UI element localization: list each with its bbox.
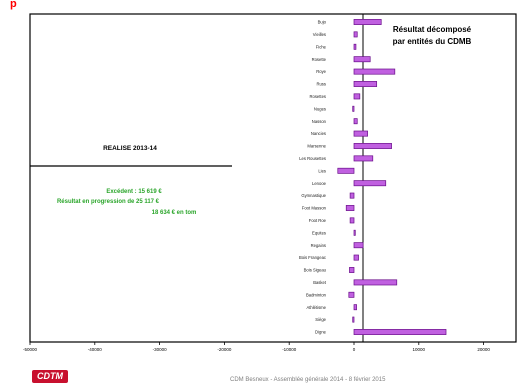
bar-24 [352, 316, 355, 323]
category-label-13: Lenooe [312, 181, 327, 186]
category-label-8: Nasson [312, 119, 327, 124]
bar-1 [353, 31, 358, 38]
category-label-9: Nancies [311, 131, 326, 136]
x-tick-label-0: -50000 [23, 347, 38, 352]
panel-title: REALISE 2013-14 [103, 145, 157, 152]
x-tick-label-4: -10000 [282, 347, 297, 352]
chart-title-line-1: Résultat décomposé [393, 25, 472, 34]
plot-frame [29, 13, 517, 343]
x-tick-label-1: -40000 [88, 347, 103, 352]
bar-15 [345, 205, 355, 211]
bar-2 [353, 43, 357, 50]
x-tick-label-6: 10000 [413, 347, 426, 352]
bars-group [337, 19, 447, 335]
page-mark: p [10, 0, 17, 10]
bar-12 [337, 167, 355, 174]
footer-text: CDM Besneux - Assemblée générale 2014 - … [230, 377, 386, 383]
category-labels-group: Bujo Vieilles Fiche Rosette Roye Russ Rosettes… [299, 20, 327, 335]
bar-9 [353, 130, 368, 137]
category-label-4: Roye [316, 69, 326, 74]
bar-13 [353, 180, 387, 187]
bar-16 [349, 217, 355, 224]
bar-22 [348, 291, 355, 298]
category-label-12: Lies [318, 168, 326, 173]
x-axis-ticks-group: -50000 -40000 -30000 -20000 -10000 0 10000 2000… [23, 342, 490, 352]
category-label-24: Siège [315, 317, 326, 322]
bar-14 [349, 192, 355, 199]
category-label-21: Basket [313, 280, 327, 285]
category-label-0: Bujo [318, 20, 327, 25]
x-tick-label-3: -20000 [217, 347, 232, 352]
bar-23 [353, 304, 357, 311]
bar-5 [353, 81, 378, 87]
bar-3 [353, 56, 371, 63]
bar-17 [353, 229, 356, 236]
category-label-19: Bois Frangeac [299, 255, 326, 260]
x-tick-label-2: -30000 [153, 347, 168, 352]
category-label-3: Rosette [312, 57, 327, 62]
bar-0 [353, 19, 382, 25]
bar-7 [352, 105, 355, 112]
category-label-20: Bois Sigeau [304, 268, 327, 273]
category-label-1: Vieilles [313, 32, 326, 37]
category-label-17: Equites [312, 230, 326, 235]
category-label-22: Badminton [306, 292, 327, 297]
category-label-14: Gymnastique [301, 193, 326, 198]
bar-25 [353, 329, 447, 335]
category-label-5: Russ [316, 82, 326, 87]
bar-6 [353, 93, 361, 100]
bar-11 [353, 155, 374, 162]
bar-4 [353, 68, 396, 75]
category-label-10: Marsenne [307, 144, 326, 149]
bar-18 [353, 242, 364, 249]
category-label-18: Regains [311, 243, 326, 248]
bar-20 [349, 267, 355, 273]
chart-title-line-2: par entités du CDMB [393, 37, 472, 46]
bar-8 [353, 118, 358, 125]
bar-10 [353, 143, 392, 149]
panel-line-1: Excédent : 15 619 € [106, 189, 162, 195]
category-label-11: Les Rousettes [299, 156, 326, 161]
category-label-25: Digne [315, 330, 327, 335]
x-tick-label-7: 20000 [477, 347, 490, 352]
category-label-7: Nuges [314, 106, 326, 111]
panel-line-2: Résultat en progression de 25 117 € [57, 199, 160, 205]
category-label-16: Foot Roe [309, 218, 327, 223]
category-label-15: Foot Masson [302, 206, 327, 211]
bar-21 [353, 279, 398, 286]
category-label-23: Athlétisme [306, 305, 326, 310]
category-label-2: Fiche [316, 44, 327, 49]
panel-line-3: 18 634 € en tom [152, 210, 197, 216]
bar-19 [353, 254, 359, 261]
category-label-6: Rosettes [309, 94, 326, 99]
x-tick-label-5: 0 [353, 347, 356, 352]
cdtm-logo: CDTM [32, 370, 68, 383]
